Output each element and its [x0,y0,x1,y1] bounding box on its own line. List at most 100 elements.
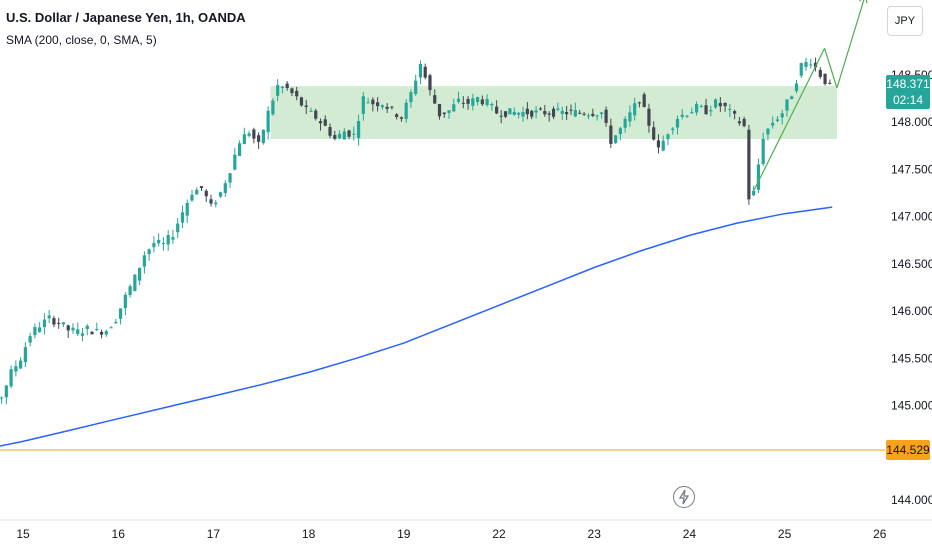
candle [95,322,99,332]
candle-body [609,125,613,144]
candle [578,109,582,115]
projection-arrow-segment[interactable] [824,48,838,89]
candle [385,103,389,113]
candle-body [737,121,741,124]
candle [423,63,427,80]
candle [560,106,564,121]
candle-body [794,83,799,92]
candle [547,111,551,122]
candle-body [823,73,827,84]
candle [214,200,218,208]
price-axis[interactable]: 148.500148.000147.500147.000146.500146.0… [891,68,932,507]
candle [642,92,646,108]
candle [23,342,27,367]
candle [161,237,166,251]
candle [582,111,586,116]
candle [409,89,413,108]
candle [418,60,423,85]
candle-body [95,328,99,331]
candle [176,217,180,239]
candle [57,317,61,329]
candle [85,324,89,336]
candle [530,109,534,120]
candle [517,112,521,119]
projection-arrow-segment[interactable] [753,48,826,191]
candle-body [118,308,123,319]
candle-body [637,102,642,104]
candle [295,86,299,101]
candle [637,101,642,108]
candle-body [818,69,822,77]
candle-body [756,164,761,190]
candle-body [604,109,608,123]
candle [490,102,494,111]
candle [33,323,37,339]
candle [42,313,47,335]
candle [285,81,289,91]
candle-body [785,99,789,111]
candle-body [565,112,569,115]
candle [573,102,577,118]
candle [371,97,375,112]
lightning-icon[interactable] [673,486,695,508]
currency-button[interactable]: JPY [887,6,923,36]
candle [276,79,280,102]
candle-body [28,336,32,343]
candle-body [66,325,70,331]
price-tick-label: 147.000 [891,210,932,224]
last-price-label: 148.371 [886,77,930,91]
candle-body [718,103,722,107]
candle-body [223,183,227,194]
candle [543,105,547,117]
candle [790,95,794,100]
projection-arrow-segment[interactable] [836,0,866,89]
time-tick-label: 25 [778,527,792,541]
candle-body [242,134,246,145]
candle-body [569,109,573,111]
sma-indicator-legend[interactable]: SMA (200, close, 0, SMA, 5) [6,33,157,47]
candle [314,108,318,121]
candle [280,85,285,94]
candle-body [790,96,794,100]
candle-body [437,103,442,117]
candle-body [323,119,327,126]
symbol-title[interactable]: U.S. Dollar / Japanese Yen, 1h, OANDA [6,10,246,25]
candle-body [728,108,732,110]
candle-body [390,106,394,108]
candle-body [442,112,446,115]
candle [595,114,599,121]
candle [323,115,327,127]
price-tick-label: 145.000 [891,399,932,413]
projection-arrows-layer[interactable] [753,0,868,191]
candle-body [633,103,637,116]
candle-body [257,135,261,142]
candle [742,116,746,128]
candle-body [423,66,427,78]
candle-body [485,99,489,105]
price-labels: 148.371 02:14 144.529 [886,74,930,461]
candle-body [185,202,189,216]
candle-body [52,318,56,325]
horizontal-level-label-bg [886,440,930,461]
candle [503,111,508,119]
time-axis[interactable]: 15 16 17 18 19 22 23 24 25 26 [16,527,886,541]
candle [266,106,270,140]
candle [694,101,699,116]
candle [38,321,42,333]
candle [780,109,784,125]
candle-body [57,322,61,324]
candle [228,172,232,189]
candle [685,114,689,119]
candle-body [512,111,516,115]
candle [233,147,237,171]
candle-body [371,99,375,105]
candle [118,308,123,325]
candle [586,113,591,120]
candle [799,62,803,79]
time-tick-label: 22 [492,527,506,541]
candle-body [490,104,494,106]
candles-layer [0,57,832,405]
candle-body [685,115,689,117]
candle-body [551,108,556,117]
